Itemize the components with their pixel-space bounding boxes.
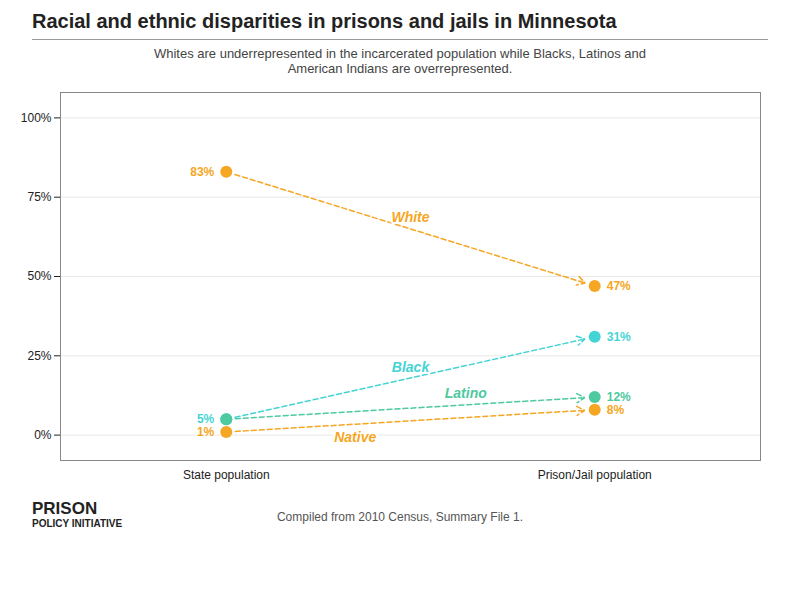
svg-text:Prison/Jail population: Prison/Jail population: [538, 468, 652, 482]
svg-text:100%: 100%: [21, 111, 52, 125]
html-text:Compiled from 2010 Census, Sum: Compiled from 2010 Census, Summary File …: [277, 510, 523, 524]
svg-text:83%: 83%: [190, 165, 214, 179]
html-text:POLICY INITIATIVE: POLICY INITIATIVE: [32, 518, 123, 529]
svg-text:0%: 0%: [34, 428, 52, 442]
svg-text:Black: Black: [392, 358, 431, 374]
svg-text:Latino: Latino: [445, 385, 487, 401]
svg-text:Native: Native: [334, 429, 376, 445]
svg-text:47%: 47%: [607, 279, 631, 293]
svg-text:50%: 50%: [27, 269, 51, 283]
svg-text:25%: 25%: [27, 349, 51, 363]
svg-text:1%: 1%: [197, 425, 215, 439]
svg-text:White: White: [391, 209, 429, 225]
svg-text:State population: State population: [183, 468, 270, 482]
svg-text:31%: 31%: [607, 330, 631, 344]
svg-text:8%: 8%: [607, 403, 625, 417]
svg-text:12%: 12%: [606, 389, 631, 404]
svg-text:75%: 75%: [27, 190, 51, 204]
html-text:Whites are underrepresented in: Whites are underrepresented in the incar…: [153, 46, 647, 76]
html-text:PRISON: PRISON: [32, 499, 98, 518]
svg-text:5%: 5%: [196, 412, 215, 427]
html-text:Racial and ethnic disparities: Racial and ethnic disparities in prisons…: [32, 10, 617, 32]
